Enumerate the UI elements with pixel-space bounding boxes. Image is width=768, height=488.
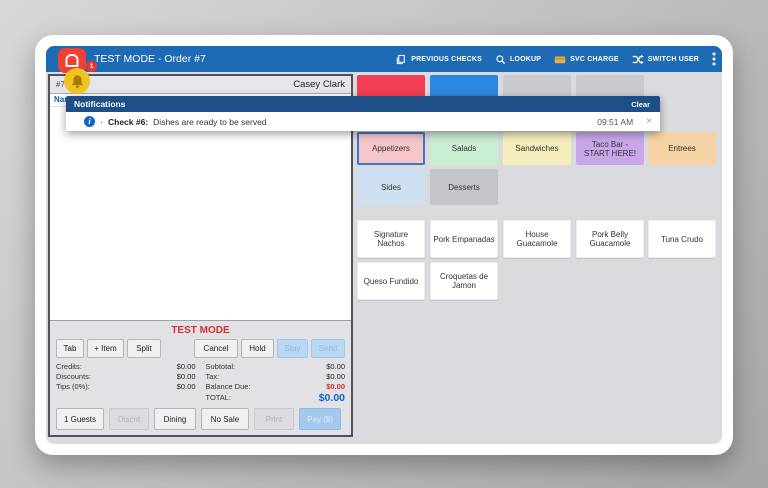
switch-user-label: SWITCH USER: [647, 55, 699, 63]
split-button[interactable]: Split: [127, 339, 161, 358]
tips-label: Tips (0%):: [56, 382, 90, 391]
discounts-label: Discounts:: [56, 372, 92, 381]
total-label: TOTAL:: [205, 393, 232, 402]
overflow-menu-button[interactable]: [712, 52, 716, 66]
notifications-clear-button[interactable]: Clear: [631, 99, 650, 109]
balance-due-value: $0.00: [326, 382, 345, 391]
order-header: #7 Casey Clark: [50, 76, 351, 94]
lookup-label: LOOKUP: [509, 55, 542, 63]
app-content: TEST MODE - Order #7 PREVIOUS CHECKS LOO…: [46, 46, 722, 444]
pay-button[interactable]: Pay ($): [299, 408, 341, 430]
menu-item-house-guacamole[interactable]: House Guacamole: [503, 220, 571, 258]
cancel-button[interactable]: Cancel: [194, 339, 238, 358]
menu-item-croquetas-de-jamon[interactable]: Croquetas de Jamon: [430, 262, 498, 300]
notification-row: i · Check #6: Dishes are ready to be ser…: [66, 112, 660, 131]
notification-close-icon[interactable]: ×: [646, 116, 652, 127]
svc-charge-button[interactable]: SVC CHARGE: [554, 54, 619, 65]
pos-app-window: TEST MODE - Order #7 PREVIOUS CHECKS LOO…: [35, 35, 733, 455]
notifications-panel: Notifications Clear i · Check #6: Dishes…: [66, 96, 660, 131]
bell-icon: [71, 74, 83, 88]
previous-checks-button[interactable]: PREVIOUS CHECKS: [396, 54, 482, 65]
tax-label: Tax:: [205, 372, 220, 381]
window-title: TEST MODE - Order #7: [94, 53, 206, 65]
lookup-button[interactable]: LOOKUP: [495, 54, 541, 65]
previous-checks-icon: [396, 54, 407, 65]
category-entrees[interactable]: Entrees: [648, 132, 716, 165]
category-taco-bar[interactable]: Taco Bar - START HERE!: [576, 132, 644, 165]
subtotal-value: $0.00: [326, 362, 345, 371]
lookup-icon: [495, 54, 506, 65]
send-button[interactable]: Send: [311, 339, 345, 358]
category-salads[interactable]: Salads: [430, 132, 498, 165]
notification-bell-button[interactable]: [64, 68, 90, 94]
total-value: $0.00: [318, 392, 345, 404]
guests-button[interactable]: 1 Guests: [56, 408, 104, 430]
svc-charge-icon: [554, 54, 566, 65]
notification-count-badge: 1: [86, 61, 97, 72]
print-button[interactable]: Print: [254, 408, 294, 430]
totals-section: Credits: $0.00 Discounts: $0.00 Tips (0%):…: [56, 362, 345, 404]
tips-value: $0.00: [176, 382, 196, 391]
discount-button[interactable]: Discnt: [109, 408, 149, 430]
order-number: #7: [56, 80, 65, 89]
category-appetizers[interactable]: Appetizers: [357, 132, 425, 165]
switch-user-icon: [632, 54, 644, 65]
stay-button[interactable]: Stay: [277, 339, 308, 358]
tab-button[interactable]: Tab: [56, 339, 84, 358]
test-mode-label: TEST MODE: [171, 325, 230, 336]
tax-value: $0.00: [326, 372, 345, 381]
top-bar: TEST MODE - Order #7 PREVIOUS CHECKS LOO…: [46, 46, 722, 72]
order-action-row: Tab + Item Split Cancel Hold Stay Send: [56, 339, 345, 358]
menu-item-pork-belly-guacamole[interactable]: Pork Belly Guacamole: [576, 220, 644, 258]
topbar-actions: PREVIOUS CHECKS LOOKUP SVC CHARGE: [396, 46, 716, 72]
no-sale-button[interactable]: No Sale: [201, 408, 249, 430]
totals-left-column: Credits: $0.00 Discounts: $0.00 Tips (0%):…: [56, 362, 196, 404]
balance-due-label: Balance Due:: [205, 382, 251, 391]
dining-button[interactable]: Dining: [154, 408, 196, 430]
credits-label: Credits:: [56, 362, 82, 371]
notifications-title: Notifications: [74, 99, 126, 109]
order-panel: #7 Casey Clark Name TEST MODE Tab + Item…: [48, 74, 353, 437]
notification-time: 09:51 AM: [597, 116, 634, 127]
order-footer-buttons: 1 Guests Discnt Dining No Sale Print Pay…: [56, 408, 345, 430]
menu-item-signature-nachos[interactable]: Signature Nachos: [357, 220, 425, 258]
order-footer: TEST MODE Tab + Item Split Cancel Hold S…: [50, 320, 351, 435]
switch-user-button[interactable]: SWITCH USER: [632, 54, 699, 65]
notifications-header: Notifications Clear: [66, 96, 660, 112]
category-sandwiches[interactable]: Sandwiches: [503, 132, 571, 165]
spacer: [164, 339, 191, 358]
category-desserts[interactable]: Desserts: [430, 169, 498, 205]
totals-right-column: Subtotal: $0.00 Tax: $0.00 Balance Due: $0.…: [206, 362, 346, 404]
notification-message: Dishes are ready to be served: [153, 116, 267, 127]
hold-button[interactable]: Hold: [241, 339, 274, 358]
toast-logo-icon: [58, 48, 86, 73]
notification-bullet: ·: [100, 116, 103, 127]
add-item-button[interactable]: + Item: [87, 339, 124, 358]
menu-item-tuna-crudo[interactable]: Tuna Crudo: [648, 220, 716, 258]
info-icon: i: [84, 116, 95, 127]
previous-checks-label: PREVIOUS CHECKS: [411, 55, 482, 63]
kebab-menu-icon: [712, 52, 716, 66]
category-sides[interactable]: Sides: [357, 169, 425, 205]
order-items-list: [50, 107, 351, 320]
svc-charge-label: SVC CHARGE: [570, 55, 619, 63]
notification-title: Check #6:: [108, 116, 149, 127]
credits-value: $0.00: [176, 362, 196, 371]
app-logo-button[interactable]: [58, 48, 86, 73]
discounts-value: $0.00: [176, 372, 196, 381]
menu-item-queso-fundido[interactable]: Queso Fundido: [357, 262, 425, 300]
subtotal-label: Subtotal:: [205, 362, 236, 371]
server-name: Casey Clark: [293, 79, 345, 90]
menu-item-pork-empanadas[interactable]: Pork Empanadas: [430, 220, 498, 258]
